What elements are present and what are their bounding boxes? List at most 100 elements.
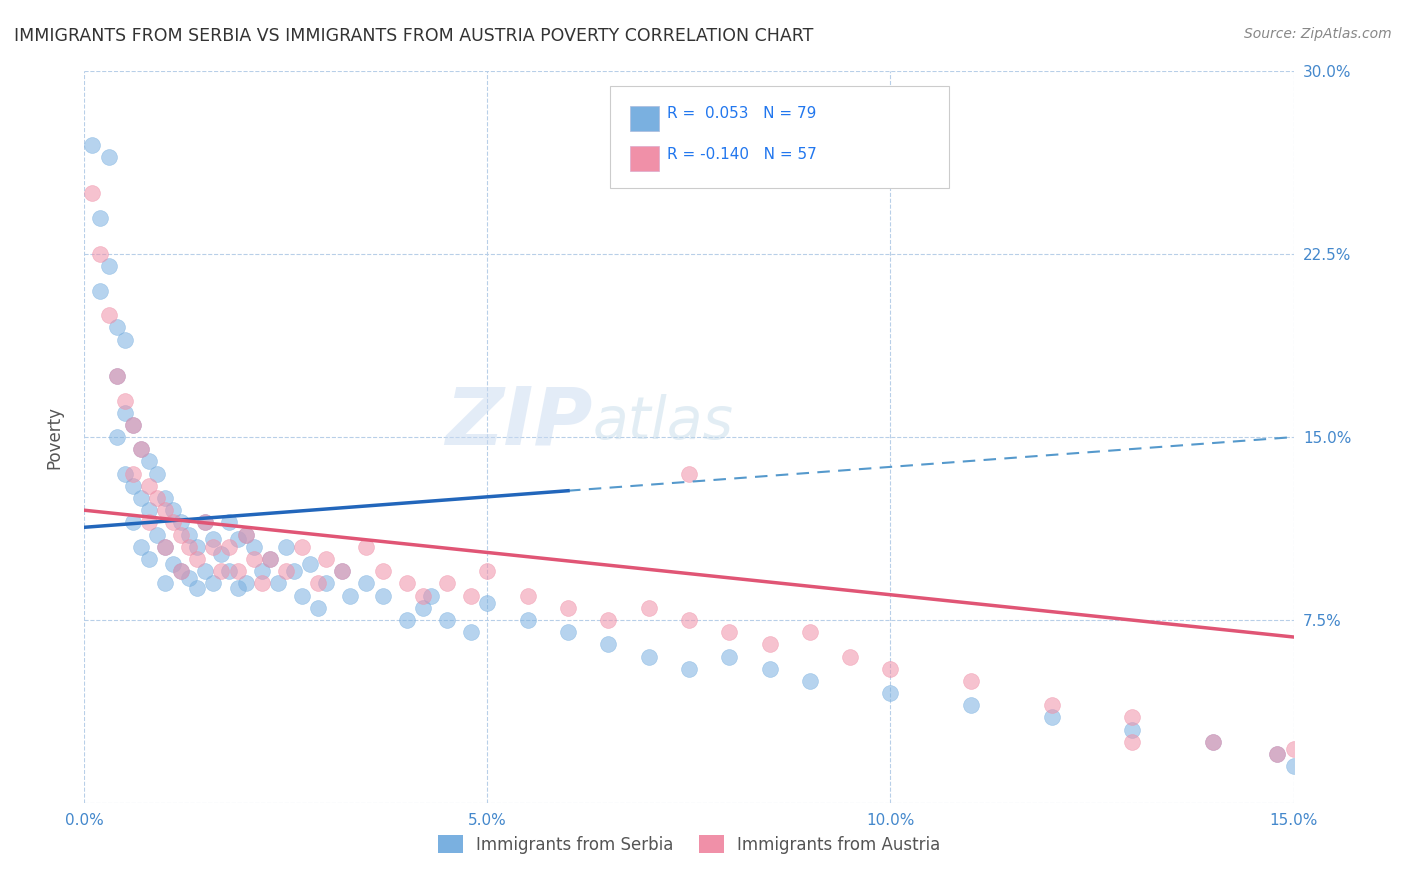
FancyBboxPatch shape [630, 106, 659, 130]
Point [1040, 710, 1063, 724]
Point [186, 581, 208, 595]
Point [235, 576, 257, 591]
Point [1267, 747, 1289, 761]
Point [356, 576, 378, 591]
Point [170, 564, 193, 578]
Point [598, 637, 620, 651]
Text: atlas: atlas [592, 394, 733, 451]
Text: ZIP: ZIP [444, 384, 592, 461]
Point [194, 516, 217, 530]
Point [121, 467, 143, 481]
Point [291, 589, 314, 603]
Point [315, 576, 337, 591]
Point [209, 547, 232, 561]
Point [356, 540, 378, 554]
Point [420, 589, 443, 603]
Point [162, 557, 184, 571]
Point [259, 552, 281, 566]
Point [460, 589, 482, 603]
Point [121, 516, 143, 530]
Text: R =  0.053   N = 79: R = 0.053 N = 79 [668, 105, 817, 120]
Point [114, 467, 136, 481]
Point [138, 552, 160, 566]
FancyBboxPatch shape [610, 86, 949, 188]
Point [105, 320, 128, 334]
Point [1121, 710, 1143, 724]
Point [114, 393, 136, 408]
Point [291, 540, 314, 554]
Point [557, 600, 579, 615]
FancyBboxPatch shape [630, 146, 659, 171]
Point [395, 613, 418, 627]
Point [121, 417, 143, 432]
Point [1202, 735, 1225, 749]
Point [516, 589, 538, 603]
Point [146, 527, 169, 541]
Point [218, 564, 240, 578]
Point [436, 613, 458, 627]
Point [235, 527, 257, 541]
Point [138, 516, 160, 530]
Point [718, 625, 741, 640]
Point [170, 527, 193, 541]
Point [1040, 698, 1063, 713]
Point [412, 600, 434, 615]
Point [960, 673, 983, 688]
Point [799, 673, 821, 688]
Point [637, 649, 659, 664]
Point [1282, 742, 1305, 756]
Point [162, 516, 184, 530]
Point [758, 662, 780, 676]
Point [179, 540, 201, 554]
Point [516, 613, 538, 627]
Point [97, 308, 120, 322]
Point [114, 333, 136, 347]
Point [259, 552, 281, 566]
Point [202, 576, 225, 591]
Point [146, 491, 169, 505]
Point [105, 430, 128, 444]
Legend: Immigrants from Serbia, Immigrants from Austria: Immigrants from Serbia, Immigrants from … [432, 829, 946, 860]
Point [218, 516, 240, 530]
Point [121, 417, 143, 432]
Point [339, 589, 361, 603]
Point [105, 369, 128, 384]
Point [799, 625, 821, 640]
Point [89, 247, 111, 261]
Point [186, 552, 208, 566]
Point [250, 576, 273, 591]
Point [330, 564, 353, 578]
Point [460, 625, 482, 640]
Point [330, 564, 353, 578]
Point [315, 552, 337, 566]
Point [218, 540, 240, 554]
Point [170, 564, 193, 578]
Point [153, 503, 176, 517]
Point [718, 649, 741, 664]
Point [371, 589, 394, 603]
Point [138, 479, 160, 493]
Point [186, 540, 208, 554]
Point [839, 649, 862, 664]
Point [97, 150, 120, 164]
Point [477, 564, 499, 578]
Point [678, 662, 700, 676]
Text: R = -0.140   N = 57: R = -0.140 N = 57 [668, 146, 817, 161]
Point [209, 564, 232, 578]
Point [202, 540, 225, 554]
Point [637, 600, 659, 615]
Point [299, 557, 322, 571]
Point [879, 662, 901, 676]
Point [412, 589, 434, 603]
Point [242, 540, 264, 554]
Point [162, 503, 184, 517]
Point [138, 454, 160, 468]
Point [758, 637, 780, 651]
Point [267, 576, 290, 591]
Point [89, 284, 111, 298]
Point [129, 442, 152, 457]
Point [235, 527, 257, 541]
Point [226, 581, 249, 595]
Point [477, 596, 499, 610]
Point [114, 406, 136, 420]
